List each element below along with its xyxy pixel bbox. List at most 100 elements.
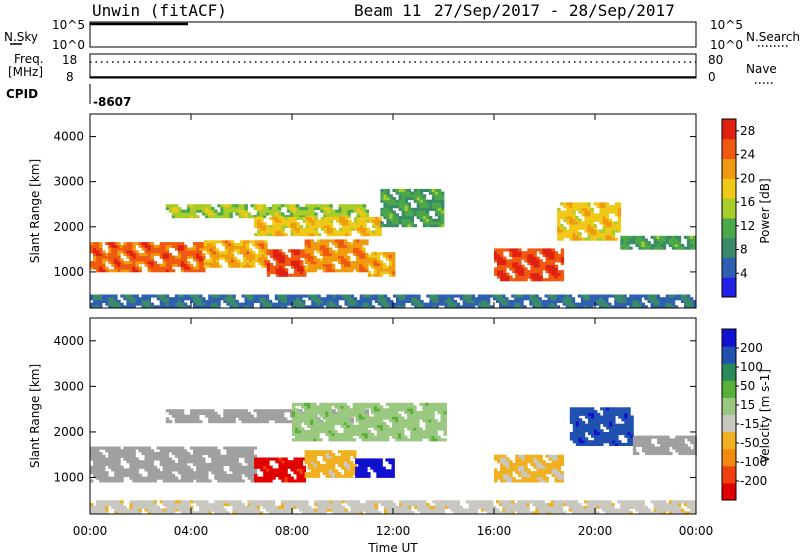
heatmap-cell [310, 438, 314, 442]
heatmap-cell [243, 264, 247, 268]
heatmap-cell [250, 299, 254, 303]
heatmap-cell [584, 237, 588, 241]
heatmap-cell [268, 414, 273, 418]
heatmap-cell [190, 417, 194, 421]
heatmap-cell [395, 221, 399, 225]
heatmap-cell [123, 471, 127, 475]
heatmap-cell [355, 432, 359, 436]
heatmap-cell [129, 468, 133, 472]
heatmap-cell [428, 427, 432, 431]
heatmap-cell [226, 476, 230, 480]
heatmap-cell [335, 299, 339, 303]
heatmap-cell [317, 222, 322, 226]
heatmap-cell [114, 465, 118, 469]
heatmap-cell [180, 460, 185, 464]
heatmap-cell [310, 253, 315, 257]
heatmap-cell [256, 417, 261, 421]
heatmap-cell [291, 257, 295, 261]
heatmap-cell [193, 206, 197, 210]
heatmap-cell [153, 244, 157, 248]
heatmap-cell [277, 305, 282, 309]
heatmap-cell [334, 455, 339, 459]
heatmap-cell [635, 297, 639, 301]
heatmap-cell [174, 247, 179, 251]
heatmap-cell [477, 302, 482, 306]
heatmap-cell [617, 207, 622, 211]
heatmap-cell [290, 222, 294, 226]
heatmap-cell [593, 216, 597, 220]
heatmap-cell [376, 262, 381, 266]
heatmap-cell [232, 471, 236, 475]
heatmap-cell [420, 299, 424, 303]
heatmap-cell [214, 212, 218, 216]
heatmap-cell [284, 471, 288, 475]
heatmap-cell [202, 297, 206, 301]
heatmap-cell [508, 302, 512, 306]
heatmap-cell [299, 473, 303, 477]
heatmap-cell [515, 256, 519, 260]
heatmap-cell [506, 262, 510, 266]
heatmap-cell [344, 297, 348, 301]
heatmap-cell [358, 458, 362, 462]
heatmap-cell [337, 413, 341, 417]
heatmap-cell [244, 409, 248, 413]
heatmap-cell [410, 408, 414, 412]
heatmap-cell [165, 409, 170, 413]
heatmap-cell [419, 432, 423, 436]
heatmap-cell [208, 411, 212, 415]
heatmap-cell [323, 299, 327, 303]
heatmap-cell [193, 460, 197, 464]
heatmap-cell [422, 218, 427, 222]
heatmap-cell [659, 302, 663, 306]
heatmap-cell [581, 210, 585, 214]
heatmap-cell [371, 305, 376, 309]
heatmap-cell [258, 259, 262, 263]
heatmap-cell [342, 225, 346, 229]
heatmap-cell [277, 206, 282, 210]
heatmap-cell [226, 204, 230, 208]
heatmap-cell [241, 209, 245, 213]
heatmap-cell [263, 227, 267, 231]
heatmap-cell [553, 299, 557, 303]
heatmap-cell [581, 226, 585, 230]
heatmap-cell [350, 305, 354, 309]
heatmap-cell [341, 461, 345, 465]
heatmap-cell [275, 222, 279, 226]
heatmap-cell [541, 305, 545, 309]
heatmap-cell [374, 299, 379, 303]
heatmap-cell [223, 212, 227, 216]
heatmap-cell [536, 264, 540, 268]
heatmap-cell [617, 218, 622, 222]
heatmap-cell [168, 204, 173, 208]
heatmap-cell [635, 299, 639, 303]
heatmap-cell [96, 261, 100, 265]
heatmap-cell [205, 409, 209, 413]
heatmap-cell [551, 264, 555, 268]
heatmap-cell [407, 218, 411, 222]
heatmap-cell [241, 452, 245, 456]
heatmap-cell [376, 405, 381, 409]
heatmap-cell [269, 457, 273, 461]
heatmap-cell [674, 238, 679, 242]
heatmap-cell [305, 215, 309, 219]
heatmap-cell [199, 261, 203, 265]
heatmap-cell [382, 474, 386, 478]
heatmap-cell [650, 297, 654, 301]
heatmap-cell [150, 476, 154, 480]
heatmap-cell [269, 233, 273, 237]
heatmap-cell [404, 221, 408, 225]
heatmap-cell [490, 294, 494, 298]
heatmap-cell [250, 417, 254, 421]
heatmap-cell [355, 408, 359, 412]
heatmap-cell [584, 224, 588, 228]
heatmap-cell [404, 210, 408, 214]
heatmap-cell [352, 432, 356, 436]
heatmap-cell [308, 209, 312, 213]
heatmap-cell [259, 417, 264, 421]
heatmap-cell [346, 411, 350, 415]
heatmap-cell [542, 253, 546, 257]
heatmap-cell [310, 432, 314, 436]
heatmap-cell [252, 264, 256, 268]
heatmap-cell [211, 468, 215, 472]
heatmap-cell [373, 268, 378, 272]
